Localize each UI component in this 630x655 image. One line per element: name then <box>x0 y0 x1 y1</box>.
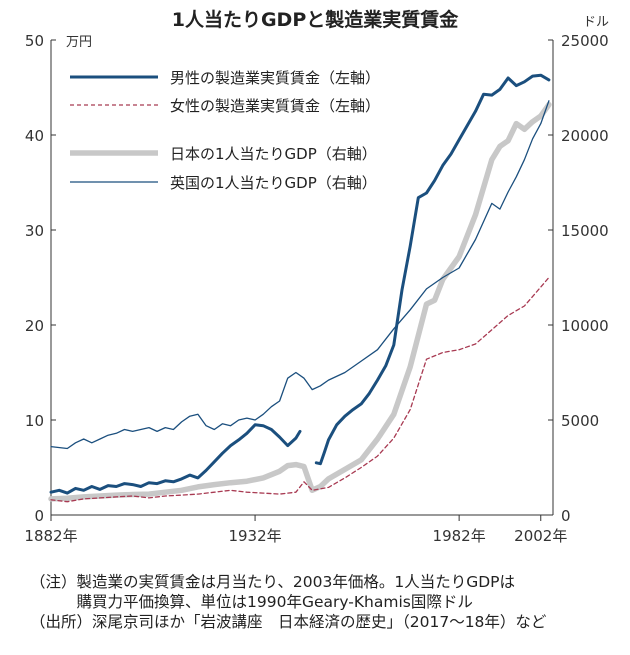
note-line-2: 購買力平価換算、単位は1990年Geary-Khamis国際ドル <box>30 593 473 611</box>
x-tick-label: 2002年 <box>514 527 567 545</box>
series-line-1 <box>50 276 550 503</box>
series-line-2 <box>48 101 552 502</box>
left-tick-label: 20 <box>25 317 44 335</box>
left-axis-unit: 万円 <box>66 35 92 50</box>
x-tick-label: 1982年 <box>433 527 486 545</box>
source-line: （出所）深尾京司ほか「岩波講座 日本経済の歴史」（2017～18年）など <box>30 613 547 631</box>
axes: 0 10 20 30 40 50 0 5000 10000 15000 20000 25000 1882… <box>24 32 608 545</box>
legend-label-1: 女性の製造業実質賃金（左軸） <box>170 97 380 115</box>
series-line-0 <box>314 73 551 466</box>
note-line-1: （注）製造業の実質賃金は月当たり、2003年価格。1人当たりGDPは <box>30 573 515 591</box>
right-axis-unit: ドル <box>583 15 609 30</box>
chart-notes: （注）製造業の実質賃金は月当たり、2003年価格。1人当たりGDPは 購買力平価… <box>30 572 625 632</box>
right-tick-label: 25000 <box>561 32 609 50</box>
left-tick-label: 10 <box>25 412 44 430</box>
right-tick-label: 20000 <box>561 127 609 145</box>
series-line-0 <box>49 423 302 495</box>
right-tick-label: 5000 <box>561 412 599 430</box>
right-tick-label: 10000 <box>561 317 609 335</box>
right-tick-label: 0 <box>561 507 571 525</box>
left-tick-label: 50 <box>25 32 44 50</box>
left-tick-label: 0 <box>34 507 44 525</box>
legend: 男性の製造業実質賃金（左軸） 女性の製造業実質賃金（左軸） 日本の1人当たりGDP（… <box>70 69 380 192</box>
left-tick-label: 30 <box>25 222 44 240</box>
legend-label-3: 英国の1人当たりGDP（右軸） <box>170 174 377 192</box>
legend-label-0: 男性の製造業実質賃金（左軸） <box>170 69 380 87</box>
left-tick-label: 40 <box>25 127 44 145</box>
plot-lines <box>48 73 552 503</box>
x-tick-label: 1932年 <box>228 527 281 545</box>
x-tick-label: 1882年 <box>24 527 77 545</box>
right-tick-label: 15000 <box>561 222 609 240</box>
series-line-3 <box>50 100 550 450</box>
legend-label-2: 日本の1人当たりGDP（右軸） <box>170 145 377 163</box>
chart: 1人当たりGDPと製造業実質賃金 万円 ドル 0 10 20 30 40 50 0 5000 1… <box>24 8 609 545</box>
chart-title: 1人当たりGDPと製造業実質賃金 <box>172 8 460 31</box>
